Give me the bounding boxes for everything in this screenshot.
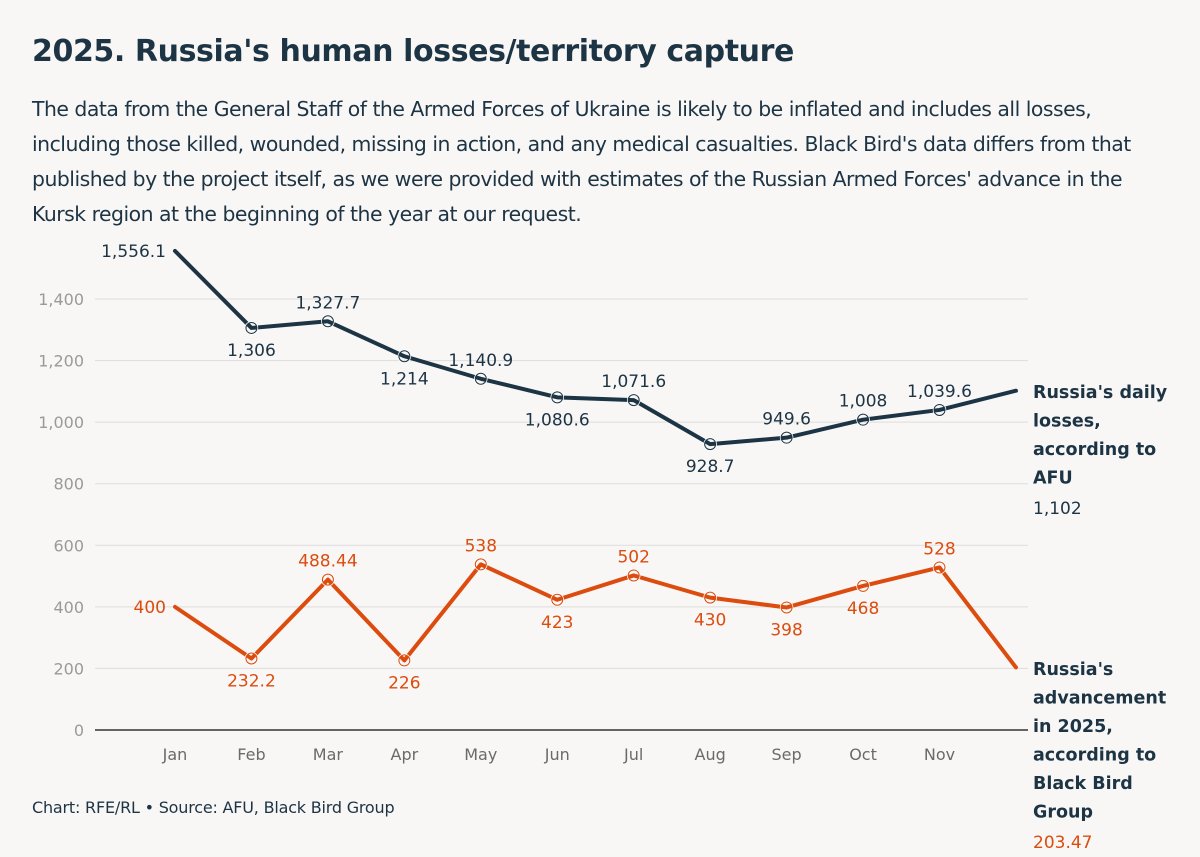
- x-tick-label: May: [464, 745, 497, 764]
- point-marker[interactable]: [704, 438, 717, 451]
- data-label: 1,039.6: [907, 382, 972, 402]
- point-marker[interactable]: [933, 561, 946, 574]
- y-tick-label: 200: [53, 659, 84, 678]
- x-tick-label: Jun: [544, 745, 570, 764]
- data-label: 468: [847, 599, 879, 619]
- point-marker[interactable]: [627, 569, 640, 582]
- data-label: 430: [694, 611, 726, 631]
- series-end-value: 203.47: [1033, 833, 1092, 853]
- series-name-label: Black Bird: [1033, 774, 1133, 794]
- chart-title: 2025. Russia's human losses/territory ca…: [32, 34, 794, 69]
- y-tick-label: 0: [74, 721, 84, 740]
- data-label: 400: [134, 598, 166, 618]
- y-tick-label: 800: [53, 475, 84, 494]
- chart-subtitle: The data from the General Staff of the A…: [32, 97, 1131, 226]
- point-marker[interactable]: [398, 350, 411, 363]
- data-label: 226: [388, 673, 420, 693]
- y-tick-label: 1,400: [38, 290, 84, 309]
- point-marker[interactable]: [627, 394, 640, 407]
- point-marker[interactable]: [474, 372, 487, 385]
- data-label: 1,327.7: [295, 293, 360, 313]
- data-label: 232.2: [227, 672, 276, 692]
- series-end-labels: Russia's daily losses, according to AFU 1,10…: [1033, 383, 1168, 853]
- series-name-label: Russia's: [1033, 660, 1113, 680]
- point-marker[interactable]: [245, 321, 258, 334]
- point-marker[interactable]: [704, 591, 717, 604]
- series-layer: [173, 248, 1018, 670]
- data-label: 502: [617, 547, 649, 567]
- point-marker[interactable]: [551, 391, 564, 404]
- x-tick-label: Feb: [237, 745, 265, 764]
- data-label: 1,556.1: [101, 242, 166, 262]
- series-name-label: according to: [1033, 440, 1156, 460]
- series-name-label: in 2025,: [1033, 717, 1113, 737]
- point-marker[interactable]: [245, 652, 258, 665]
- x-tick-label: Apr: [391, 745, 419, 764]
- x-tick-label: Sep: [772, 745, 802, 764]
- data-label: 949.6: [762, 410, 811, 430]
- x-tick-label: Oct: [849, 745, 877, 764]
- series-name-label: AFU: [1033, 469, 1073, 489]
- data-label: 1,071.6: [601, 372, 666, 392]
- grid-layer: [95, 298, 1028, 669]
- data-label: 488.44: [298, 552, 357, 572]
- y-tick-label: 1,000: [38, 413, 84, 432]
- x-tick-label: Aug: [695, 745, 726, 764]
- x-tick-label: Jan: [162, 745, 188, 764]
- data-label: 528: [923, 539, 955, 559]
- y-tick-label: 1,200: [38, 352, 84, 371]
- point-marker[interactable]: [321, 315, 334, 328]
- point-marker[interactable]: [780, 431, 793, 444]
- point-marker[interactable]: [933, 403, 946, 416]
- point-marker[interactable]: [321, 573, 334, 586]
- x-tick-label: Jul: [623, 745, 643, 764]
- losses-line: [173, 248, 1018, 447]
- data-label: 1,080.6: [525, 410, 590, 430]
- data-label: 1,008: [839, 392, 888, 412]
- data-label: 1,140.9: [448, 351, 513, 371]
- axis-layer: 0 200 400 600 800 1,000 1,200 1,400 Jan Feb Mar Apr…: [38, 290, 1028, 764]
- point-marker[interactable]: [474, 558, 487, 571]
- point-marker[interactable]: [780, 601, 793, 614]
- point-marker[interactable]: [857, 413, 870, 426]
- series-name-label: Group: [1033, 803, 1093, 823]
- y-tick-label: 400: [53, 598, 84, 617]
- x-tick-label: Mar: [313, 745, 344, 764]
- point-marker[interactable]: [551, 593, 564, 606]
- data-label: 1,214: [380, 369, 429, 389]
- series-name-label: Russia's daily: [1033, 383, 1168, 403]
- series-name-label: advancement: [1033, 689, 1166, 709]
- data-label: 928.7: [686, 457, 735, 477]
- y-tick-label: 600: [53, 536, 84, 555]
- series-end-value: 1,102: [1033, 499, 1082, 519]
- x-tick-label: Nov: [924, 745, 955, 764]
- data-label: 398: [770, 620, 802, 640]
- point-marker[interactable]: [398, 654, 411, 667]
- label-layer: 1,556.1 1,306 1,327.7 1,214 1,140.9 1,080.6 1,…: [101, 242, 972, 693]
- data-label: 423: [541, 613, 573, 633]
- series-name-label: according to: [1033, 746, 1156, 766]
- data-label: 1,306: [227, 341, 276, 361]
- data-label: 538: [465, 536, 497, 556]
- point-marker[interactable]: [857, 579, 870, 592]
- advance-line: [173, 562, 1018, 670]
- chart-credit: Chart: RFE/RL • Source: AFU, Black Bird …: [32, 798, 395, 817]
- series-name-label: losses,: [1033, 412, 1101, 432]
